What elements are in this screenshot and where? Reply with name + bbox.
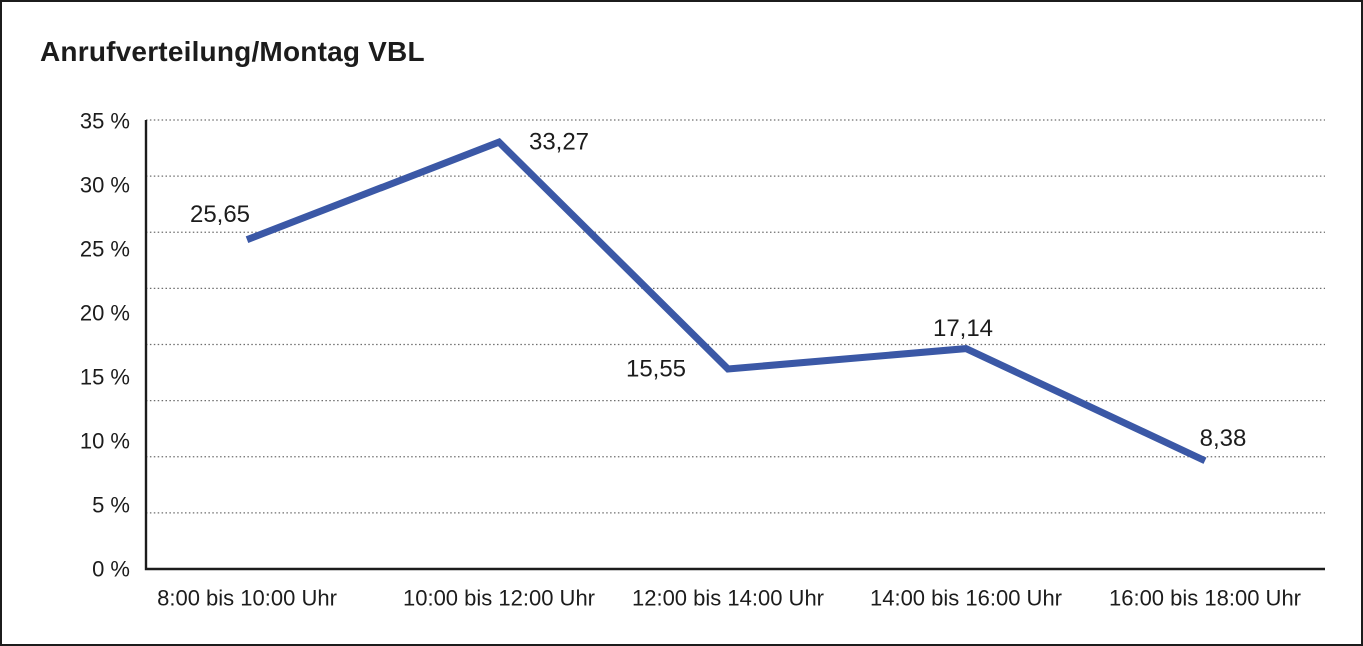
data-point-label: 33,27 (529, 129, 589, 156)
y-axis-tick-label: 25 % (80, 237, 130, 262)
data-line (245, 138, 1207, 464)
data-point-label: 25,65 (190, 201, 250, 228)
x-axis-category-label: 8:00 bis 10:00 Uhr (157, 586, 337, 611)
data-point-label: 17,14 (933, 315, 993, 342)
x-axis-category-label: 10:00 bis 12:00 Uhr (403, 586, 595, 611)
y-axis-tick-label: 5 % (92, 493, 130, 518)
axis-lines (144, 120, 1325, 571)
y-axis-tick-label: 35 % (80, 109, 130, 134)
chart-title: Anrufverteilung/Montag VBL (40, 36, 425, 67)
y-axis-tick-label: 10 % (80, 429, 130, 454)
data-point-label: 8,38 (1200, 425, 1247, 452)
x-axis-category-label: 16:00 bis 18:00 Uhr (1109, 586, 1301, 611)
x-axis-category-label: 12:00 bis 14:00 Uhr (632, 586, 824, 611)
y-axis-tick-label: 30 % (80, 173, 130, 198)
y-axis-tick-label: 20 % (80, 301, 130, 326)
y-axis-tick-label: 0 % (92, 557, 130, 582)
y-axis-tick-label: 15 % (80, 365, 130, 390)
data-point-label: 15,55 (626, 355, 686, 382)
x-axis-category-label: 14:00 bis 16:00 Uhr (870, 586, 1062, 611)
